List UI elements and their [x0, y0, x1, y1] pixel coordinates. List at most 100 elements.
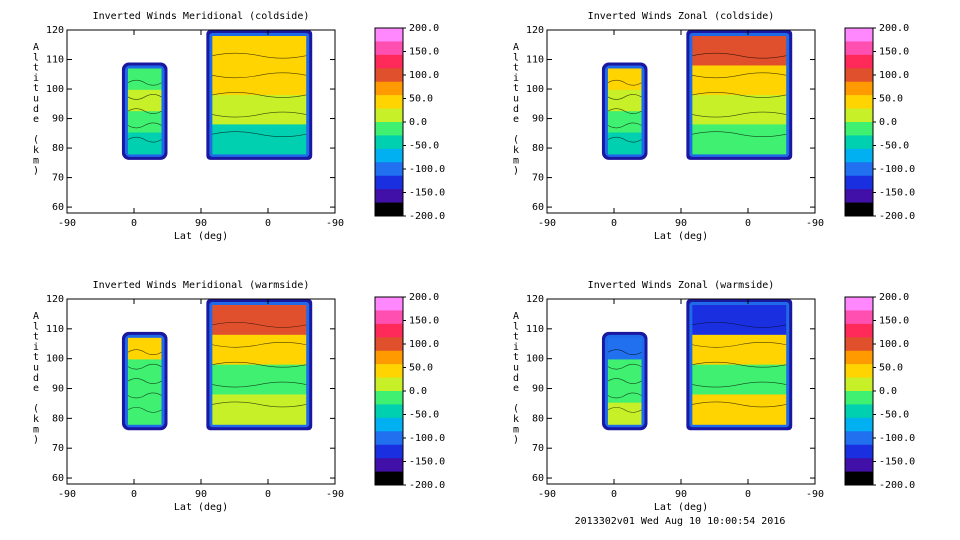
chart-panel-2: Inverted Winds Zonal (coldside) 60 70 80 90 1… — [513, 11, 915, 242]
contour-line — [212, 322, 307, 328]
y-axis-label-char: u — [33, 94, 39, 105]
x-tick-label: 0 — [745, 218, 751, 229]
colorbar-segment — [375, 323, 403, 338]
y-tick-label: 90 — [52, 114, 64, 125]
y-axis-label-char: m — [513, 155, 519, 166]
colorbar-segment — [845, 122, 873, 136]
x-tick-label: -90 — [806, 218, 824, 229]
contour-line — [692, 72, 787, 79]
x-axis-label: Lat (deg) — [654, 231, 708, 242]
contour-line — [127, 136, 162, 143]
colorbar-segment — [375, 28, 403, 42]
y-axis-label-char: u — [33, 363, 39, 374]
contour-line — [127, 378, 162, 384]
colorbar-segment — [375, 337, 403, 352]
y-tick-label: 110 — [46, 324, 64, 335]
x-tick-label: -90 — [538, 218, 556, 229]
x-tick-label: -90 — [326, 218, 344, 229]
contour-line — [212, 341, 307, 348]
y-axis-label-char: l — [513, 321, 519, 332]
data-cell — [127, 402, 162, 425]
colorbar-label: -50.0 — [409, 141, 439, 152]
y-axis-label-char: A — [33, 311, 39, 322]
x-tick-label: -90 — [326, 489, 344, 500]
contour-line — [607, 79, 642, 86]
y-axis-label-char: k — [33, 414, 39, 425]
y-axis-label-char: d — [33, 373, 39, 384]
y-tick-label: 110 — [46, 55, 64, 66]
x-tick-label: 0 — [611, 489, 617, 500]
data-cell — [127, 89, 162, 112]
y-tick-label: 70 — [532, 173, 544, 184]
data-cell — [692, 94, 787, 125]
contour-line — [127, 392, 162, 399]
data-cell — [607, 132, 642, 155]
contour-line — [127, 407, 162, 413]
y-axis-label-char: ( — [33, 404, 39, 415]
colorbar-segment — [375, 350, 403, 365]
colorbar-label: 100.0 — [879, 339, 909, 350]
data-cell — [692, 334, 787, 366]
y-axis-label-char: k — [33, 145, 39, 156]
footer-stamp: 2013302v01 Wed Aug 10 10:00:54 2016 — [575, 516, 786, 527]
contour-line — [607, 108, 642, 114]
contour-line — [692, 52, 787, 59]
colorbar-label: 200.0 — [409, 292, 439, 303]
colorbar-segment — [845, 297, 873, 311]
y-tick-label: 100 — [46, 354, 64, 365]
y-axis-label-char: e — [33, 383, 39, 394]
data-cell — [692, 305, 787, 336]
data-cell — [212, 334, 307, 366]
data-cell — [212, 364, 307, 395]
y-axis-label-char: t — [33, 332, 39, 343]
y-axis-label-char: k — [513, 414, 519, 425]
contour-line — [607, 407, 642, 413]
contour-line — [127, 108, 162, 114]
y-tick-label: 120 — [526, 294, 544, 305]
colorbar-label: 200.0 — [409, 23, 439, 34]
y-tick-label: 80 — [52, 413, 64, 424]
data-cell — [692, 364, 787, 395]
colorbar-segment — [845, 135, 873, 150]
y-axis-label-char: i — [513, 342, 519, 353]
colorbar-label: -200.0 — [409, 480, 445, 491]
data-cell — [692, 36, 787, 66]
y-tick-label: 120 — [46, 294, 64, 305]
colorbar-label: -100.0 — [879, 164, 915, 175]
x-tick-label: 0 — [611, 218, 617, 229]
y-axis-label-char: ( — [513, 135, 519, 146]
y-axis-label-char: k — [513, 145, 519, 156]
colorbar-label: 50.0 — [879, 363, 903, 374]
contour-line — [607, 349, 642, 356]
chart-title: Inverted Winds Zonal (coldside) — [588, 11, 775, 22]
x-tick-label: 90 — [675, 218, 687, 229]
data-cell — [212, 94, 307, 125]
colorbar-segment — [845, 310, 873, 325]
colorbar-segment — [375, 108, 403, 123]
colorbar-segment — [845, 54, 873, 69]
data-cell — [212, 65, 307, 96]
x-tick-label: 0 — [745, 489, 751, 500]
y-axis-label-char: e — [513, 114, 519, 125]
y-axis-label-char: l — [513, 52, 519, 63]
colorbar-label: 150.0 — [409, 47, 439, 58]
contour-line — [212, 111, 307, 118]
contour-line — [212, 92, 307, 98]
y-axis-label-char: i — [33, 73, 39, 84]
data-cell — [607, 337, 642, 360]
y-axis-label-char: t — [513, 83, 519, 94]
y-tick-label: 100 — [526, 354, 544, 365]
y-axis-label-char: ) — [513, 166, 519, 177]
y-tick-label: 60 — [532, 473, 544, 484]
contour-line — [607, 122, 642, 129]
y-axis-label-char: m — [33, 155, 39, 166]
colorbar-label: 0.0 — [879, 386, 897, 397]
colorbar-segment — [375, 148, 403, 163]
colorbar-label: -150.0 — [879, 457, 915, 468]
contour-line — [212, 361, 307, 368]
x-tick-label: 0 — [131, 489, 137, 500]
contour-line — [607, 392, 642, 399]
